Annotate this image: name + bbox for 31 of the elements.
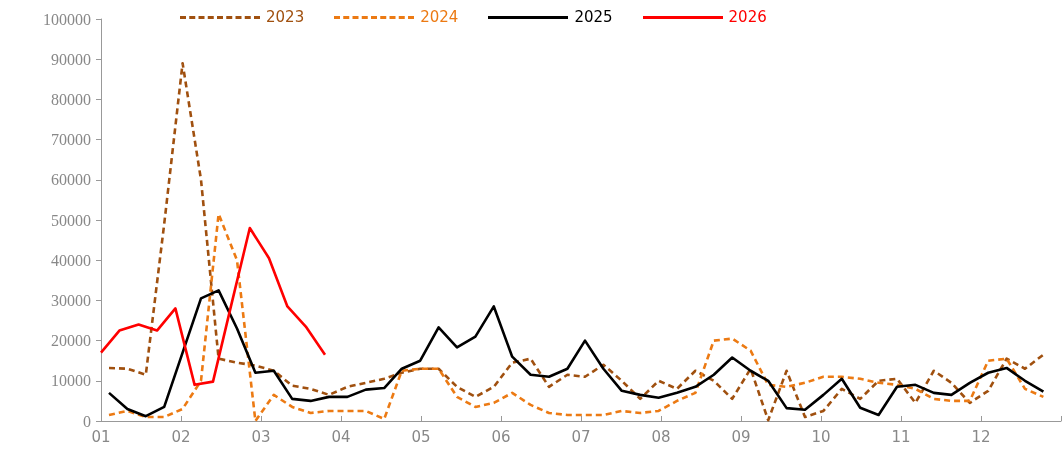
x-tick-label: 07 — [571, 427, 591, 446]
x-tick-label: 11 — [891, 427, 911, 446]
line-series — [99, 226, 327, 387]
y-tick-label: 100000 — [43, 10, 91, 28]
y-tick-label: 30000 — [51, 291, 91, 309]
text: 2026 — [728, 8, 767, 26]
x-tick-label: 02 — [171, 427, 191, 446]
y-tick-label: 10000 — [51, 372, 91, 390]
text: 2024 — [420, 8, 459, 26]
y-tick-label: 40000 — [51, 251, 91, 269]
line-series — [107, 212, 1045, 423]
x-tick-label: 06 — [491, 427, 511, 446]
text: 2025 — [574, 8, 613, 26]
line-series — [107, 289, 1045, 418]
x-tick-label: 01 — [91, 427, 111, 446]
x-tick-label: 10 — [811, 427, 831, 446]
y-tick-label: 60000 — [51, 171, 91, 189]
x-tick-label: 08 — [651, 427, 671, 446]
x-tick-label: 09 — [731, 427, 751, 446]
x-tick-label: 12 — [971, 427, 991, 446]
y-tick-label: 20000 — [51, 332, 91, 350]
y-tick-label: 50000 — [51, 211, 91, 229]
x-tick-label: 04 — [331, 427, 351, 446]
line-series — [107, 61, 1045, 422]
text: 2023 — [266, 8, 305, 26]
y-tick-label: 0 — [83, 412, 91, 430]
x-tick-label: 05 — [411, 427, 431, 446]
y-tick-label: 90000 — [51, 50, 91, 68]
x-tick-label: 03 — [251, 427, 271, 446]
y-tick-label: 70000 — [51, 131, 91, 149]
y-tick-label: 80000 — [51, 90, 91, 108]
